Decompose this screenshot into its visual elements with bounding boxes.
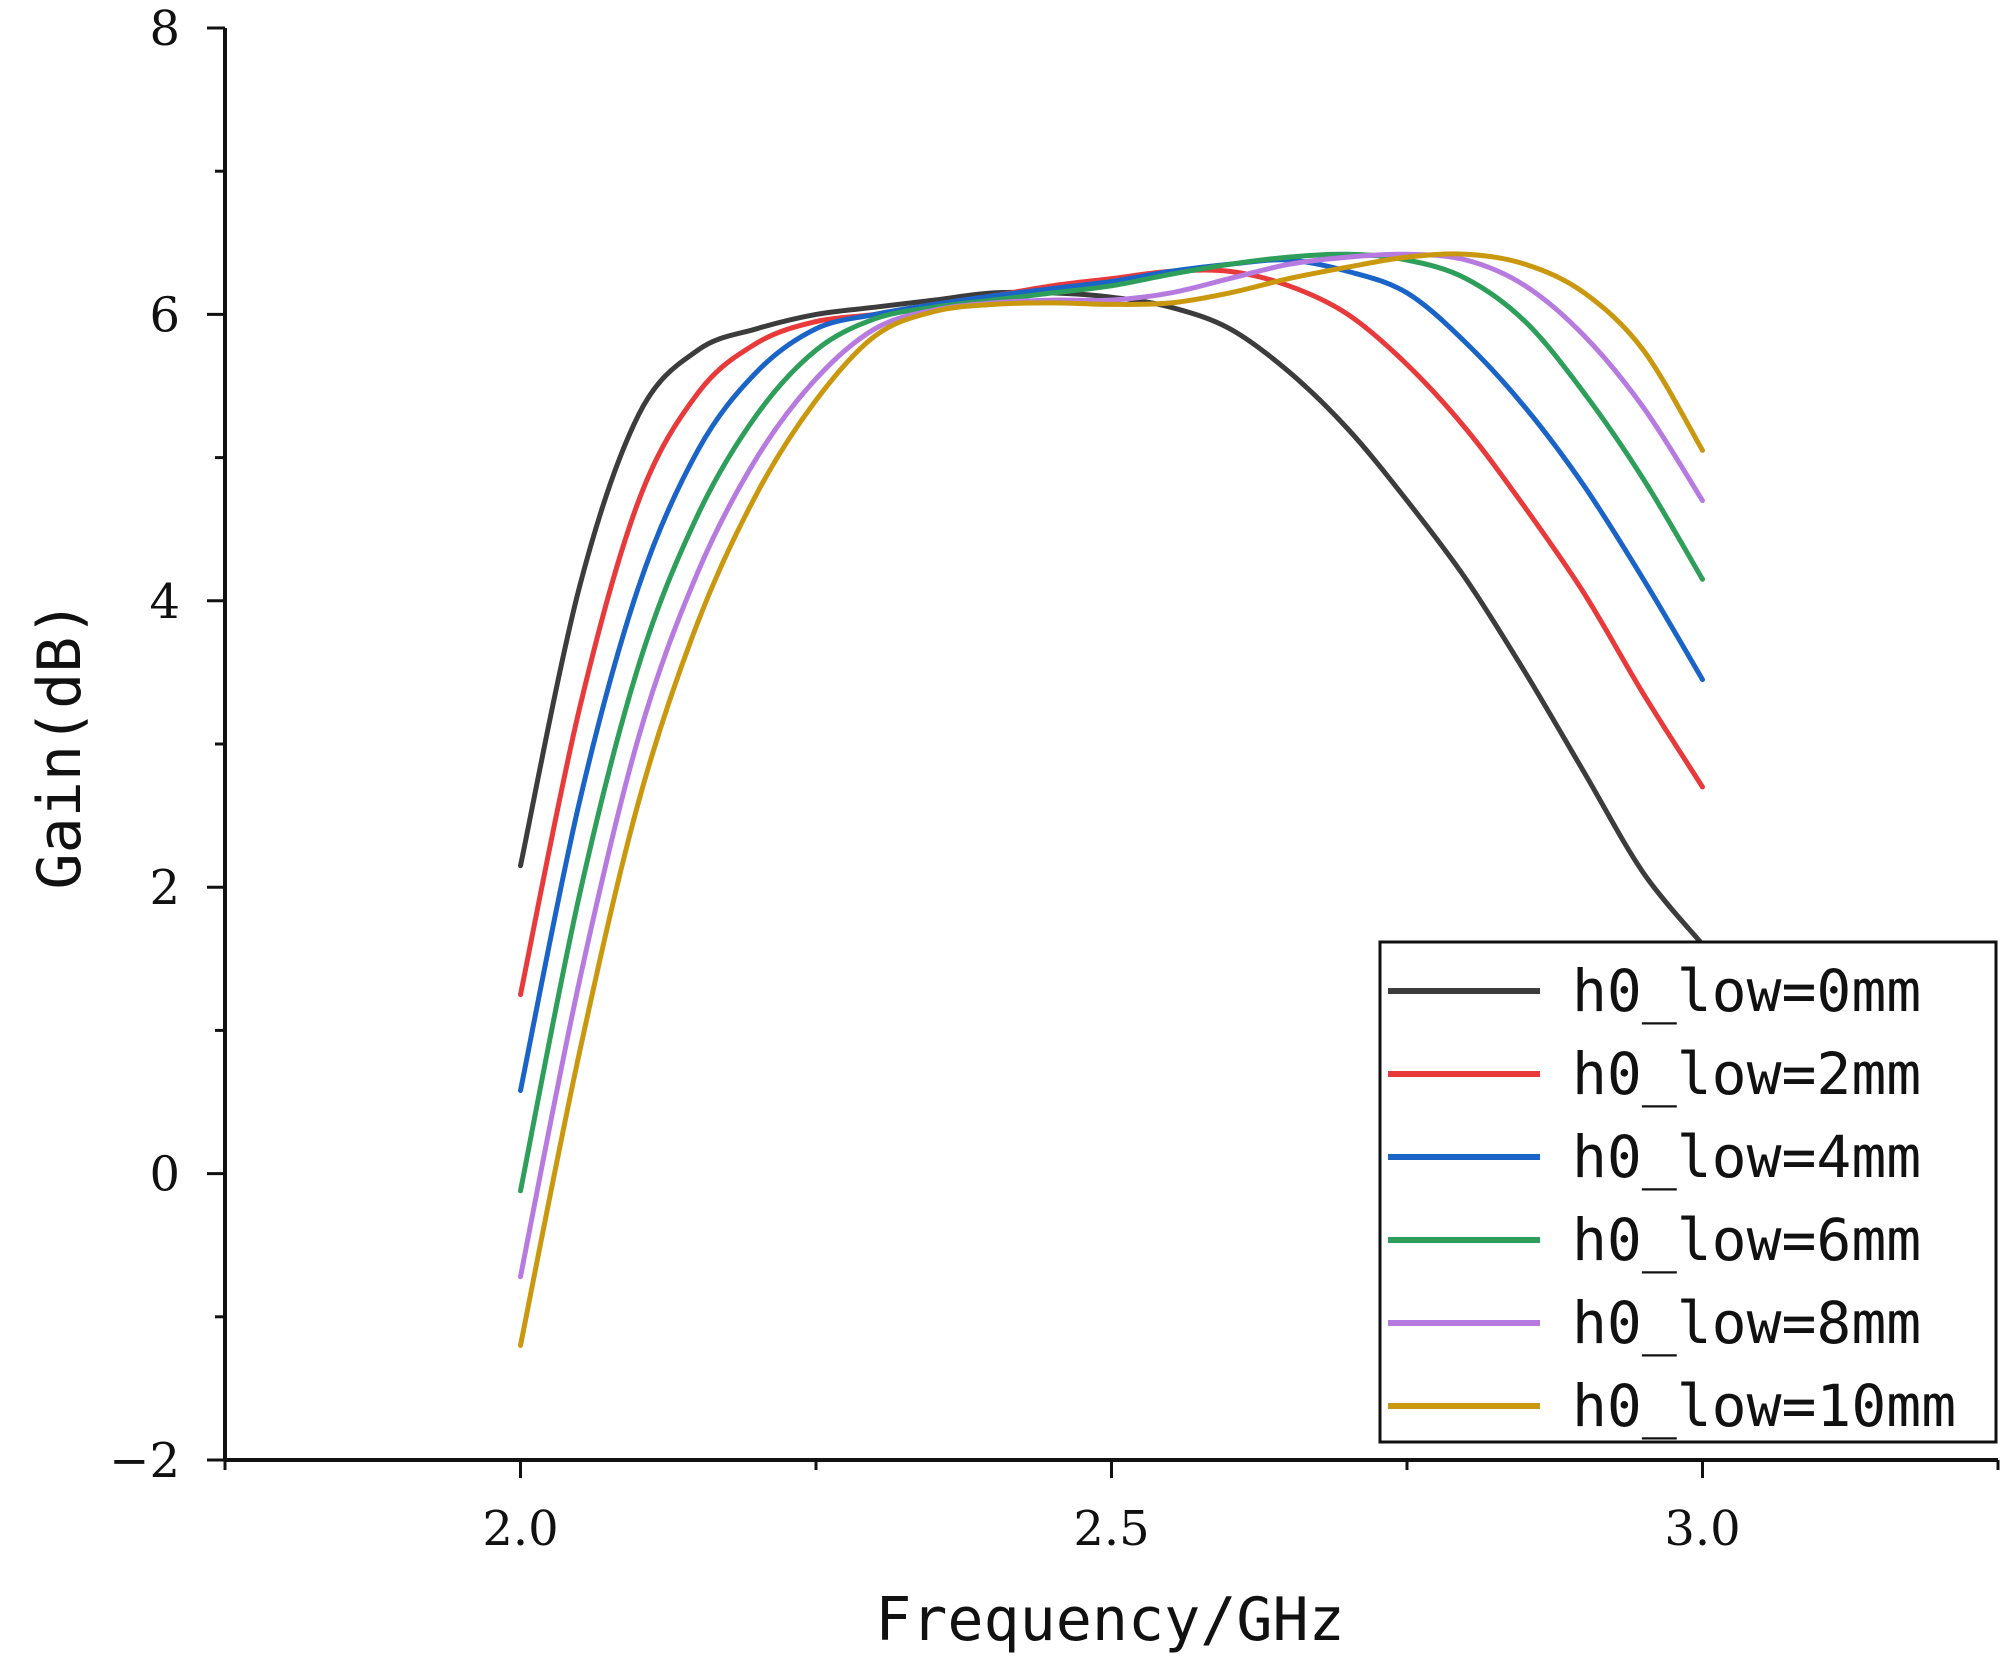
y-axis-title: Gain(dB) <box>25 601 95 890</box>
x-tick-label: 2.0 <box>482 1501 558 1557</box>
legend-label-5: h0_low=10mm <box>1572 1372 1956 1440</box>
y-tick-label: −2 <box>109 1433 180 1489</box>
y-ticks: −2 0 2 4 6 8 <box>109 1 225 1489</box>
series-line-5 <box>518 251 1705 1348</box>
y-tick-label: 8 <box>149 1 180 57</box>
x-ticks: 2.0 2.5 3.0 <box>223 1460 2000 1557</box>
legend-label-3: h0_low=6mm <box>1572 1206 1921 1274</box>
x-axis-title: Frequency/GHz <box>875 1585 1345 1655</box>
legend-label-1: h0_low=2mm <box>1572 1040 1921 1108</box>
y-tick-label: 2 <box>149 860 180 916</box>
legend-items: h0_low=0mm h0_low=2mm h0_low=4mm h0_low=6mm… <box>1388 957 1956 1440</box>
series-layer <box>518 251 1705 1348</box>
y-tick-label: 0 <box>149 1147 180 1203</box>
y-tick-label: 6 <box>149 287 180 343</box>
legend-box <box>1378 940 1998 1444</box>
series-line-2 <box>518 257 1705 1093</box>
y-tick-label: 4 <box>149 574 180 630</box>
series-line-0 <box>518 289 1705 947</box>
x-tick-label: 3.0 <box>1664 1501 1740 1557</box>
x-tick-label: 2.5 <box>1073 1501 1149 1557</box>
legend-label-0: h0_low=0mm <box>1572 957 1921 1025</box>
legend-label-4: h0_low=8mm <box>1572 1289 1921 1357</box>
series-line-3 <box>518 251 1705 1194</box>
plot-area: −2 0 2 4 6 8 2.0 2.5 3.0 <box>109 1 2000 1557</box>
series-line-4 <box>518 251 1705 1280</box>
legend: h0_low=0mm h0_low=2mm h0_low=4mm h0_low=6mm… <box>1378 940 1998 1444</box>
series-line-1 <box>518 267 1705 998</box>
legend-label-2: h0_low=4mm <box>1572 1123 1921 1191</box>
